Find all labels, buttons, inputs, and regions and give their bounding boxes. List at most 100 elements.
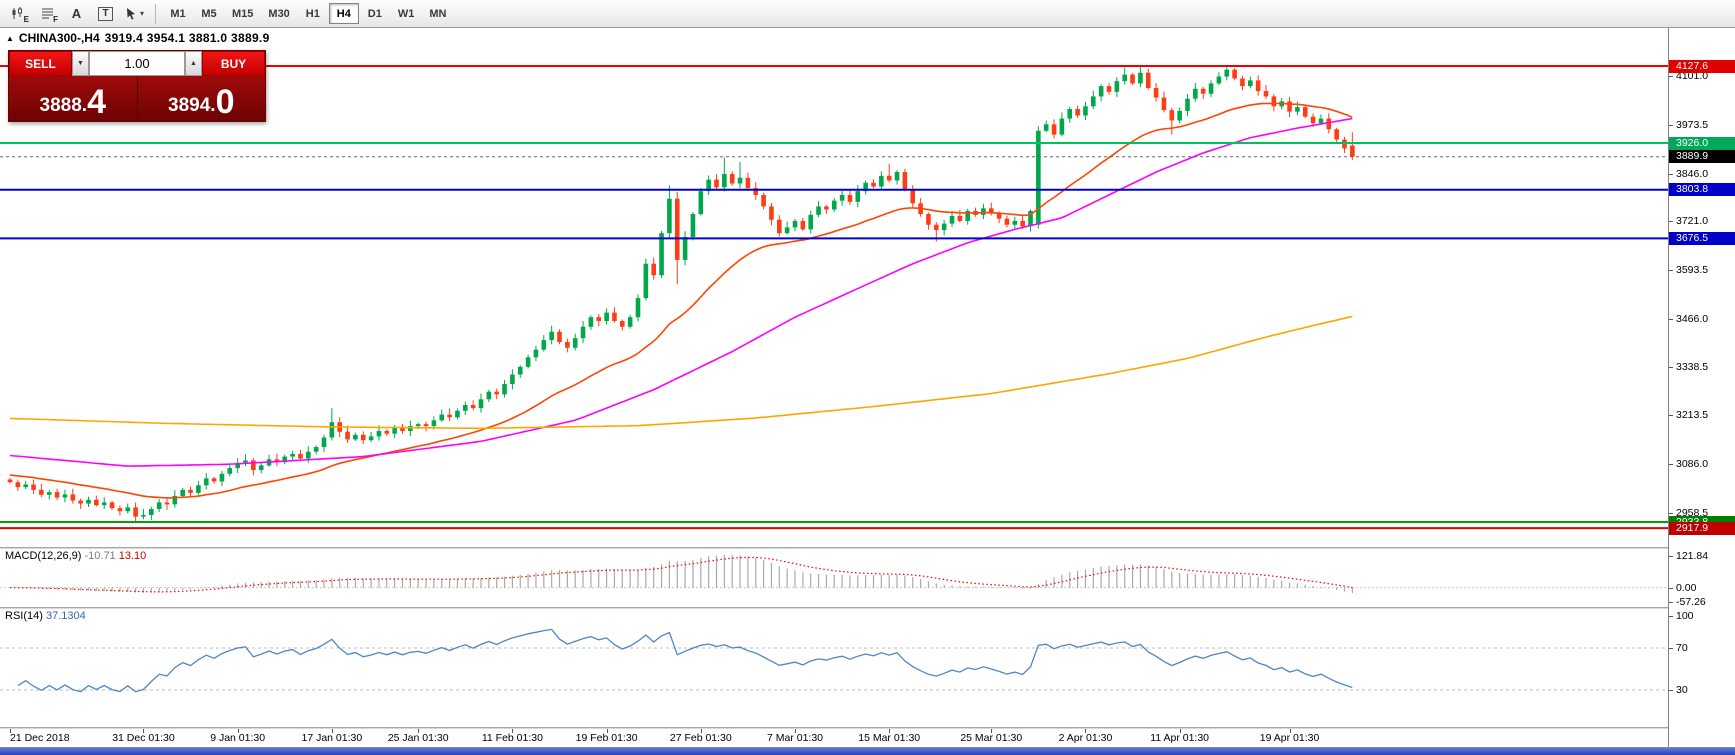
symbol-marker-icon: ▲ [6, 33, 14, 43]
price-tick-label: 3213.5 [1669, 409, 1735, 421]
price-tick-label: 3086.0 [1669, 458, 1735, 470]
mid-ma [9, 117, 1353, 467]
timeframe-h4[interactable]: H4 [328, 3, 359, 24]
price-level-badge: 3889.9 [1669, 150, 1735, 164]
bars-glyph [41, 8, 53, 19]
trade-controls-row: SELL ▼ ▲ BUY [9, 51, 265, 76]
date-tick [512, 729, 514, 733]
text-tool-label: T [98, 6, 113, 21]
date-tick [237, 729, 239, 733]
timeframe-d1[interactable]: D1 [367, 7, 382, 20]
price-level-badge: 3676.5 [1669, 231, 1735, 245]
volume-up-icon: ▲ [190, 60, 197, 67]
price-tick-label: 3846.0 [1669, 168, 1735, 180]
volume-up-button[interactable]: ▲ [185, 51, 202, 76]
macd-scale-label: -57.26 [1669, 596, 1735, 608]
timeframe-m30[interactable]: M30 [268, 7, 290, 20]
date-label: 17 Jan 01:30 [301, 732, 363, 744]
slow-ma [9, 315, 1353, 430]
one-click-trading-panel: SELL ▼ ▲ BUY 3888.4 3894.0 [8, 50, 266, 122]
timeframe-h1[interactable]: H1 [305, 7, 320, 20]
text-tool-icon[interactable]: T [92, 3, 119, 25]
buy-price-main: 3894. [168, 95, 216, 117]
buy-price-button[interactable]: 3894. 0 [137, 76, 265, 122]
price-tick-label: 3338.5 [1669, 361, 1735, 373]
sell-price-main: 3888. [39, 95, 88, 117]
macd-signal-value: 13.10 [118, 550, 147, 562]
price-chart-svg[interactable] [0, 28, 1668, 547]
rsi-scale-label: 70 [1669, 642, 1735, 654]
price-tick-label: 3593.5 [1669, 264, 1735, 276]
date-label: 19 Feb 01:30 [575, 732, 638, 744]
date-tick [1085, 729, 1087, 733]
candlestick-glyph [12, 6, 22, 19]
volume-down-icon: ▼ [77, 60, 84, 67]
macd-label: MACD(12,26,9) -10.71 13.10 [5, 550, 146, 562]
buy-price-big-digit: 0 [215, 83, 235, 122]
date-tick [1179, 729, 1181, 733]
sell-button[interactable]: SELL [9, 51, 72, 76]
macd-svg[interactable] [0, 549, 1668, 607]
macd-histogram-value: -10.71 [84, 550, 116, 562]
macd-scale-label: 0.00 [1669, 582, 1735, 594]
date-label: 7 Mar 01:30 [766, 732, 824, 744]
timeframe-w1[interactable]: W1 [397, 7, 415, 20]
date-label: 27 Feb 01:30 [669, 732, 732, 744]
font-tool-icon[interactable]: A [71, 6, 82, 21]
price-tick-label: 4101.0 [1669, 70, 1735, 82]
date-tick [889, 729, 891, 733]
date-tick [795, 729, 796, 733]
line-study-tool-icon[interactable]: ▾ [121, 3, 148, 25]
fast-ma [9, 102, 1353, 499]
sell-price-big-digit: 4 [87, 83, 106, 122]
timeframe-m15[interactable]: M15 [232, 7, 254, 20]
timeframe-m5[interactable]: M5 [201, 7, 217, 20]
macd-scale-label: 121.84 [1669, 550, 1735, 562]
price-axis[interactable]: 4101.0 3973.5 3846.0 3721.0 3593.5 3466.0 3338… [1668, 28, 1735, 747]
timeframe-mn[interactable]: MN [429, 7, 447, 20]
price-tick-label: 3466.0 [1669, 313, 1735, 325]
rsi-scale-label: 30 [1669, 684, 1735, 696]
sell-price-button[interactable]: 3888. 4 [9, 76, 138, 121]
date-tick [418, 729, 420, 733]
date-tick [1289, 729, 1291, 733]
date-label: 25 Jan 01:30 [387, 732, 449, 744]
volume-input[interactable] [89, 51, 185, 76]
price-level-badge: 3926.0 [1669, 136, 1735, 150]
date-label: 21 Dec 2018 [10, 732, 70, 744]
date-label: 11 Feb 01:30 [481, 732, 543, 744]
chart-expert-icon[interactable]: E [5, 3, 32, 25]
date-tick [700, 729, 702, 733]
date-label: 2 Apr 01:30 [1058, 732, 1113, 744]
price-level-badge: 2917.9 [1669, 521, 1735, 535]
date-tick [331, 729, 333, 733]
rsi-value: 37.1304 [45, 610, 86, 622]
symbol-name: CHINA300-,H4 [18, 31, 100, 45]
panel-separator-rsi[interactable] [0, 607, 1735, 609]
rsi-svg[interactable] [0, 609, 1668, 727]
subscript-f: F [53, 14, 58, 24]
timeframe-m1[interactable]: M1 [170, 7, 186, 20]
date-tick [10, 729, 11, 733]
dropdown-caret-icon: ▾ [139, 9, 144, 18]
rsi-name: RSI(14) [5, 610, 43, 622]
subscript-e: E [23, 14, 29, 24]
rsi-panel: RSI(14) 37.1304 [0, 609, 1668, 727]
date-axis[interactable]: 21 Dec 2018 31 Dec 01:30 9 Jan 01:30 17 Jan… [0, 729, 1735, 747]
toolbar-separator [155, 3, 156, 24]
date-tick [143, 729, 145, 733]
volume-down-button[interactable]: ▼ [72, 51, 89, 76]
date-tick [606, 729, 608, 733]
price-tick-label: 3973.5 [1669, 119, 1735, 131]
panel-separator-dates [0, 727, 1735, 729]
date-label: 9 Jan 01:30 [210, 732, 266, 744]
symbol-ohlc-values: 3919.4 3954.1 3881.0 3889.9 [104, 31, 270, 45]
macd-panel: MACD(12,26,9) -10.71 13.10 [0, 549, 1668, 607]
chart-profile-icon[interactable]: F [34, 3, 61, 25]
panel-separator-macd[interactable] [0, 547, 1735, 549]
date-label: 11 Apr 01:30 [1150, 732, 1210, 744]
horizontal-scrollbar[interactable] [0, 747, 1735, 755]
date-tick [991, 729, 993, 733]
buy-button[interactable]: BUY [202, 51, 265, 76]
date-label: 19 Apr 01:30 [1259, 732, 1320, 744]
